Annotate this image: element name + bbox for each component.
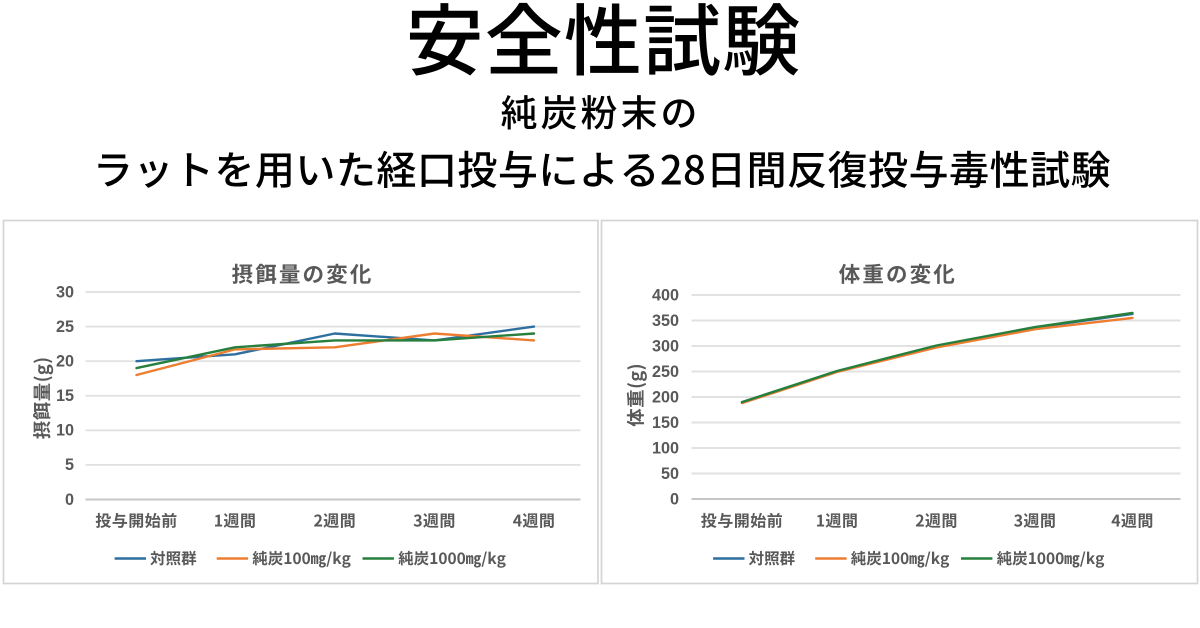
svg-text:0: 0 — [65, 491, 74, 509]
svg-text:150: 150 — [652, 414, 679, 432]
svg-text:0: 0 — [670, 490, 679, 508]
svg-text:15: 15 — [56, 387, 74, 405]
svg-text:10: 10 — [56, 422, 74, 440]
svg-text:30: 30 — [56, 283, 74, 301]
svg-text:5: 5 — [65, 456, 74, 474]
svg-text:350: 350 — [652, 312, 679, 330]
svg-text:100: 100 — [652, 439, 679, 457]
svg-text:50: 50 — [661, 465, 679, 483]
svg-text:300: 300 — [652, 337, 679, 355]
svg-text:200: 200 — [652, 388, 679, 406]
svg-text:400: 400 — [652, 286, 679, 304]
svg-text:25: 25 — [56, 318, 74, 336]
svg-text:250: 250 — [652, 363, 679, 381]
svg-text:20: 20 — [56, 353, 74, 371]
